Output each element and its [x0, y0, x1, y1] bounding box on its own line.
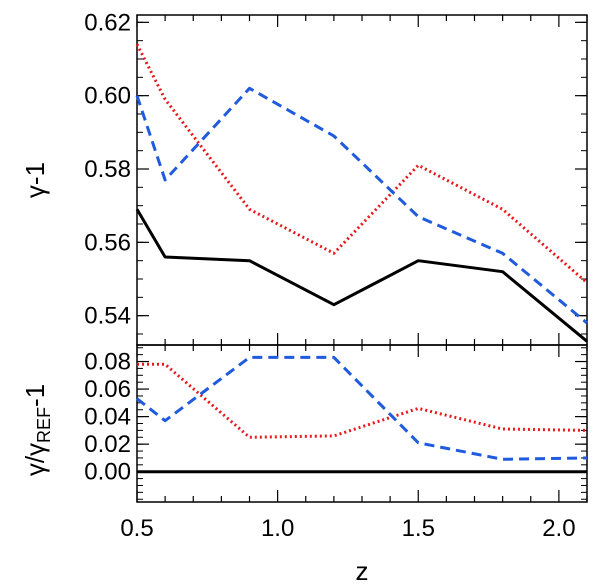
x-tick-label: 0.5 [120, 515, 153, 542]
x-tick-label: 1.0 [261, 515, 294, 542]
bottom-panel-frame [136, 344, 588, 503]
top-panel: 0.54 0.56 0.58 0.60 0.62 γ-1 [20, 9, 588, 346]
top-series-group [135, 43, 588, 343]
bottom-y-axis-label: γ/γREF-1 [20, 384, 54, 476]
y-tick-label: 0.62 [84, 9, 131, 36]
series-line-dotted [137, 362, 588, 439]
y-tick-label: 0.06 [84, 376, 131, 403]
series-line-dashed [135, 86, 588, 325]
x-axis-label: z [356, 556, 369, 586]
y-tick-label: 0.56 [84, 229, 131, 256]
y-tick-label: 0.08 [84, 349, 131, 376]
y-tick-label: 0.58 [84, 156, 131, 183]
x-tick-label: 1.5 [402, 515, 435, 542]
bottom-series-group [136, 355, 588, 474]
bottom-y-axis-label-tail: -1 [20, 384, 50, 407]
top-y-axis-label: γ-1 [20, 162, 50, 198]
bottom-y-axis-label-main: γ/γ [20, 443, 50, 476]
top-axis-ticks [136, 15, 588, 345]
series-line-dotted [135, 43, 588, 284]
x-tick-label: 2.0 [542, 515, 575, 542]
bottom-y-tick-labels: 0.000.020.040.060.08 [84, 349, 131, 486]
y-tick-label: 0.02 [84, 431, 131, 458]
series-line-dashed [136, 355, 588, 461]
bottom-panel: 0.000.020.040.060.08 0.5 1.0 1.5 2.0 γ/γREF… [20, 344, 588, 586]
y-tick-label: 0.04 [84, 404, 131, 431]
top-panel-frame [136, 14, 588, 346]
top-y-tick-labels: 0.54 0.56 0.58 0.60 0.62 [84, 9, 131, 329]
series-line-solid [135, 208, 588, 343]
y-tick-label: 0.54 [84, 303, 131, 330]
y-tick-label: 0.00 [84, 459, 131, 486]
x-tick-labels: 0.5 1.0 1.5 2.0 [120, 515, 575, 542]
bottom-axis-ticks [136, 345, 588, 502]
y-tick-label: 0.60 [84, 83, 131, 110]
bottom-y-axis-label-sub: REF [34, 407, 54, 443]
